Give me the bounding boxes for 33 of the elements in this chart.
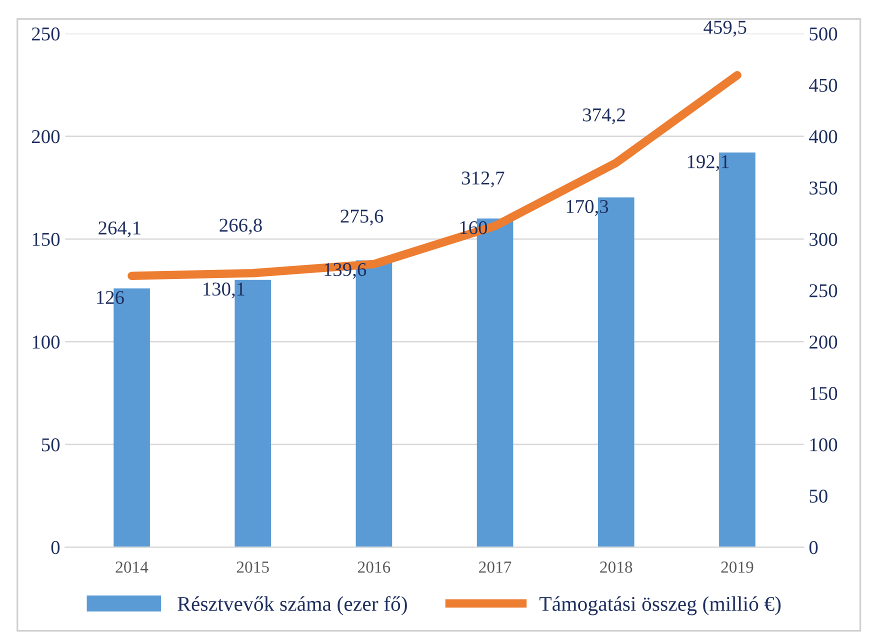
y2-tick-label: 350 xyxy=(810,181,838,195)
data-label: 312,7 xyxy=(462,172,504,188)
data-label: 266,8 xyxy=(220,218,262,235)
y2-tick-label: 200 xyxy=(810,336,838,349)
y2-tick-label: 100 xyxy=(810,438,838,452)
y2-tick-label: 450 xyxy=(809,78,838,92)
data-label: 160 xyxy=(460,221,488,234)
y2-tick-label: 300 xyxy=(810,232,838,246)
y2-tick-label: 50 xyxy=(810,490,828,503)
legend-label: Támogatási összeg (millió €) xyxy=(539,596,781,616)
y-tick-label: 50 xyxy=(42,438,60,452)
x-tick-label: 2019 xyxy=(721,562,754,573)
y2-tick-label: 150 xyxy=(810,386,838,400)
x-tick-label: 2016 xyxy=(358,562,390,573)
y-tick-label: 200 xyxy=(32,130,60,144)
y-tick-label: 150 xyxy=(32,232,60,246)
x-tick-label: 2017 xyxy=(479,562,512,573)
y2-tick-label: 250 xyxy=(810,284,838,298)
x-tick-label: 2014 xyxy=(116,562,148,573)
y2-tick-label: 400 xyxy=(809,130,838,144)
data-label: 374,2 xyxy=(583,108,625,124)
data-label: 275,6 xyxy=(340,210,384,226)
x-tick-label: 2015 xyxy=(236,562,269,573)
y-tick-label: 0 xyxy=(51,540,60,554)
data-label: 139,6 xyxy=(324,263,366,279)
y-tick-label: 250 xyxy=(32,27,60,41)
y-tick-label: 100 xyxy=(32,336,60,349)
y2-tick-label: 0 xyxy=(809,540,818,554)
x-tick-label: 2018 xyxy=(600,562,632,573)
y2-tick-label: 500 xyxy=(810,27,838,41)
legend-label: Résztvevők száma (ezer fő) xyxy=(178,596,407,616)
data-label: 264,1 xyxy=(98,221,140,238)
data-label: 459,5 xyxy=(704,20,746,37)
